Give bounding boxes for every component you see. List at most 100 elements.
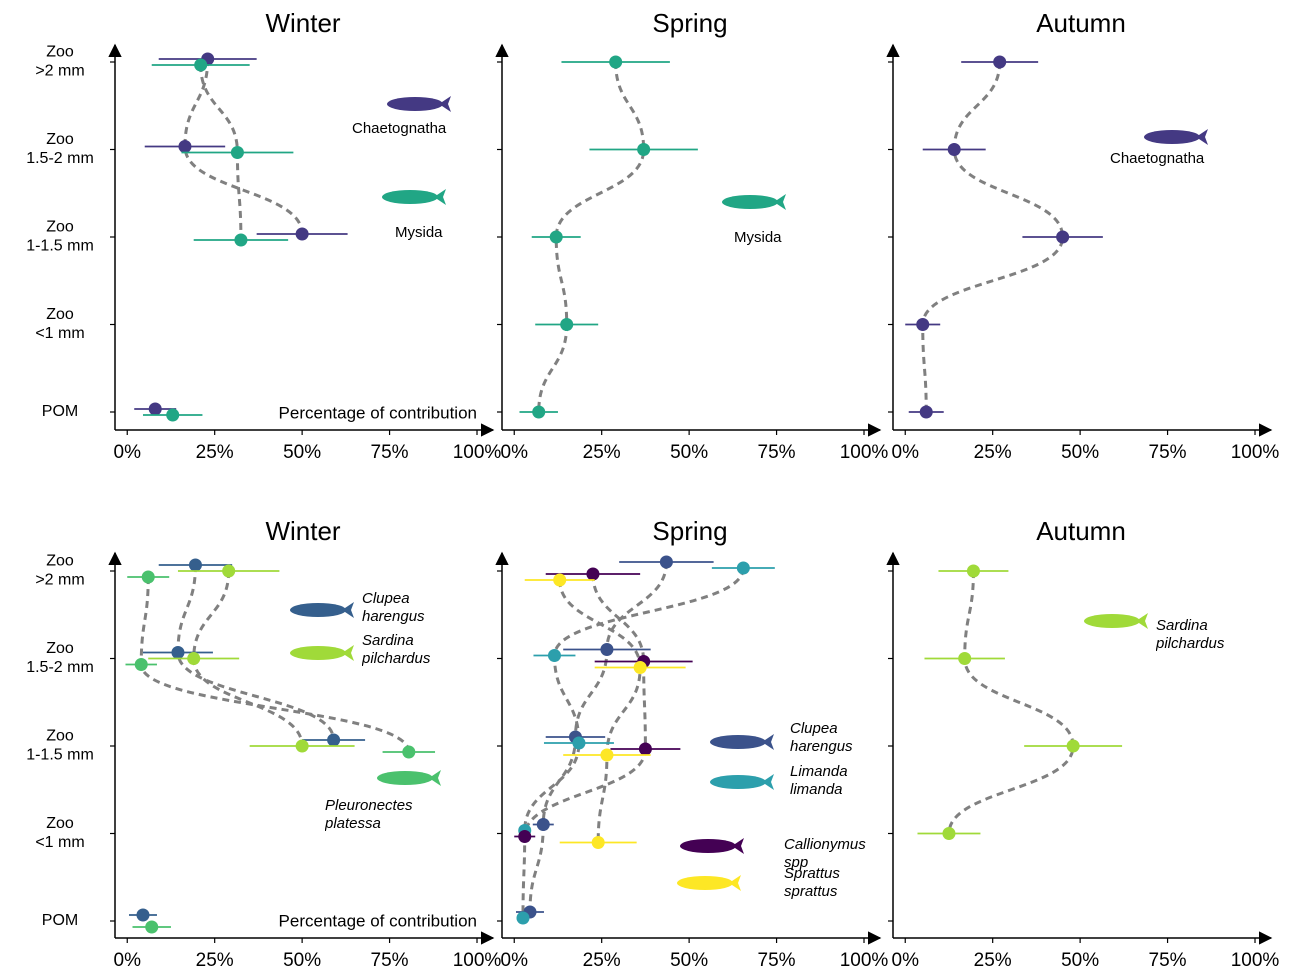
x-tick-label: 50% [670, 950, 708, 971]
x-axis-label: Percentage of contribution [279, 911, 477, 930]
dot [600, 749, 613, 762]
panel-title: Winter [265, 8, 340, 38]
dot [178, 140, 191, 153]
legend-icon [387, 97, 443, 111]
y-tick-label: Zoo>2 mm [35, 44, 84, 80]
y-tick-label: Zoo<1 mm [35, 306, 84, 342]
dot [916, 318, 929, 331]
legend-label: Chaetognatha [1110, 150, 1220, 194]
y-tick-label-line: 1-1.5 mm [26, 238, 94, 255]
dot [149, 403, 162, 416]
legend-icon [342, 645, 354, 661]
y-tick-label-line: POM [42, 912, 78, 929]
y-tick-label-line: Zoo [46, 640, 74, 657]
legend-icon [290, 603, 346, 617]
x-tick-label: 25% [583, 950, 621, 971]
legend-text: Chaetognatha [1110, 150, 1220, 168]
x-tick-label: 0% [501, 442, 529, 463]
dot [402, 746, 415, 759]
legend-icon [290, 646, 346, 660]
x-tick-label: 50% [1061, 442, 1099, 463]
y-tick-label-line: >2 mm [35, 572, 84, 589]
legend-icon [1144, 130, 1200, 144]
dot [166, 409, 179, 422]
y-tick-label-line: 1.5-2 mm [26, 659, 94, 676]
y-tick-label-line: <1 mm [35, 325, 84, 342]
dot [296, 740, 309, 753]
legend-text: Clupea harengus [362, 590, 452, 626]
dot [948, 143, 961, 156]
legend-label: Sprattus sprattus [784, 865, 894, 909]
legend-icon [434, 189, 446, 205]
x-tick-label: 25% [974, 950, 1012, 971]
x-tick-label: 100% [840, 442, 889, 463]
legend-icon [732, 838, 744, 854]
panel-title: Spring [652, 8, 727, 38]
dot [145, 921, 158, 934]
x-tick-label: 100% [840, 950, 889, 971]
legend-icon [677, 876, 733, 890]
y-tick-label-line: 1.5-2 mm [26, 150, 94, 167]
dot [231, 146, 244, 159]
legend-icon [774, 194, 786, 210]
panel-title: Autumn [1036, 516, 1126, 546]
y-tick-label: Zoo >2 mm [35, 553, 84, 589]
x-tick-label: 0% [114, 442, 142, 463]
legend-icon [377, 771, 433, 785]
x-tick-label: 100% [1231, 442, 1280, 463]
x-tick-label: 50% [1061, 950, 1099, 971]
y-tick-label-line: Zoo [46, 815, 74, 832]
legend-icon [710, 775, 766, 789]
legend-label: Mysida [395, 224, 505, 268]
x-tick-label: 25% [583, 442, 621, 463]
x-tick-label: 0% [501, 950, 529, 971]
dot [660, 556, 673, 569]
dot [189, 559, 202, 572]
dot [1067, 740, 1080, 753]
legend-text: Chaetognatha [352, 120, 462, 138]
legend-icon [382, 190, 438, 204]
x-tick-label: 0% [892, 950, 920, 971]
dot [142, 571, 155, 584]
x-tick-label: 100% [453, 442, 502, 463]
x-tick-label: 50% [283, 442, 321, 463]
dot [518, 830, 531, 843]
dot [609, 56, 622, 69]
page: {"chart_data": [ {"type": "dotplot", "ti… [0, 0, 1311, 974]
legend-label: Mysida [734, 229, 844, 273]
dot [548, 649, 561, 662]
dot [135, 658, 148, 671]
legend-icon [439, 96, 451, 112]
legend-text: Mysida [395, 224, 505, 242]
x-tick-label: 75% [1149, 442, 1187, 463]
y-tick-label-line: Zoo [46, 553, 74, 570]
legend-text: Sardina pilchardus [362, 632, 452, 668]
dot [194, 59, 207, 72]
x-tick-label: 75% [758, 442, 796, 463]
y-tick-label: POM [42, 912, 78, 929]
y-tick-label-line: <1 mm [35, 834, 84, 851]
legend-icon [1084, 614, 1140, 628]
legend-label: Limanda limanda [790, 763, 900, 807]
x-tick-label: 75% [371, 950, 409, 971]
dot [187, 652, 200, 665]
panel-title: Winter [265, 516, 340, 546]
dot [537, 818, 550, 831]
dot [586, 568, 599, 581]
dot [639, 743, 652, 756]
trend-curve [949, 571, 1073, 834]
y-tick-label-line: Zoo [46, 728, 74, 745]
dot [920, 406, 933, 419]
dot [592, 836, 605, 849]
dot [222, 565, 235, 578]
panel-title: Spring [652, 516, 727, 546]
x-tick-label: 75% [1149, 950, 1187, 971]
legend-icon [342, 602, 354, 618]
dot [600, 643, 613, 656]
dot [553, 574, 566, 587]
dot [296, 228, 309, 241]
dot [634, 661, 647, 674]
y-tick-label-line: Zoo [46, 44, 74, 61]
dot [942, 827, 955, 840]
